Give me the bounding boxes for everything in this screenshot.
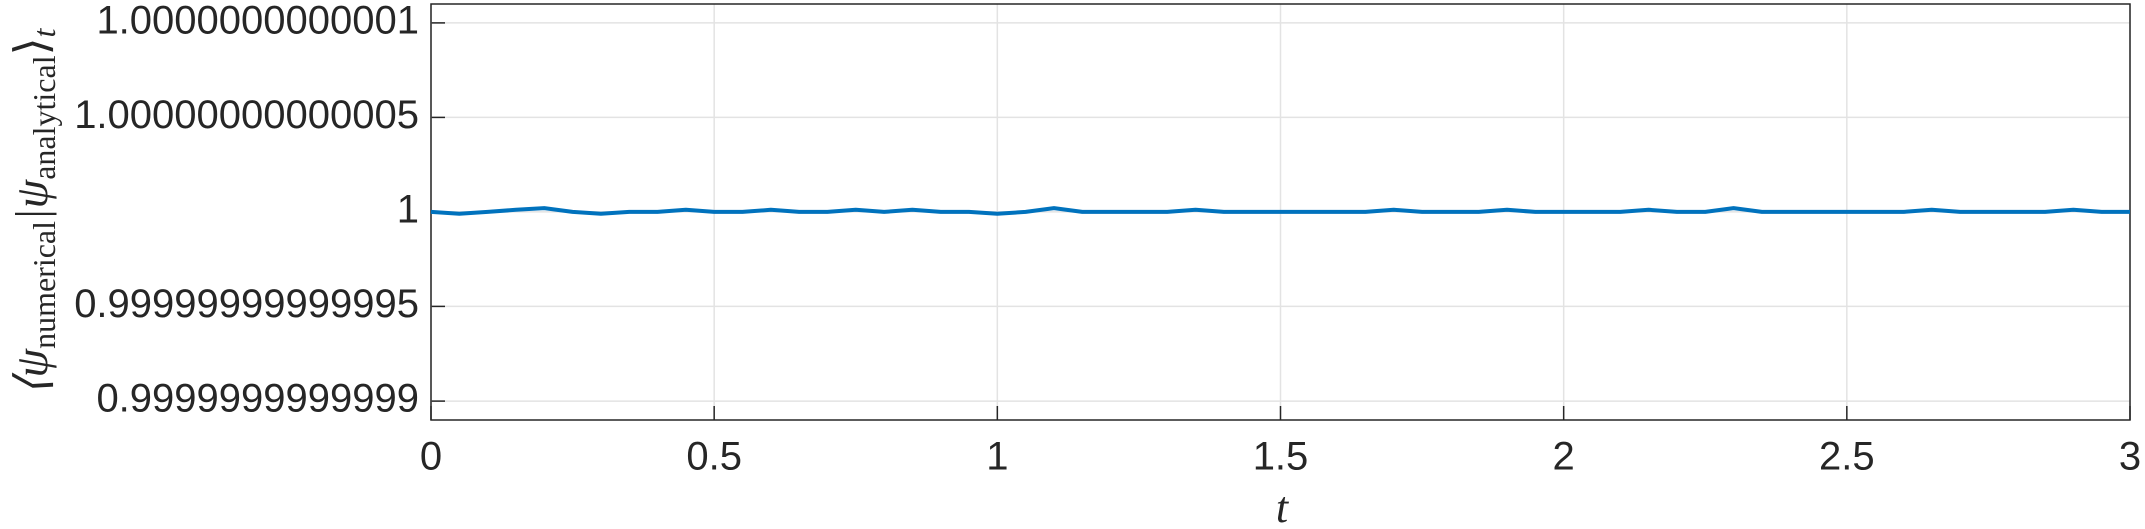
- x-tick-label: 2: [1553, 435, 1575, 479]
- x-tick-label: 1: [986, 435, 1008, 479]
- data-line: [430, 206, 2130, 216]
- y-label-part: ⟩: [6, 37, 57, 55]
- y-tick-label: 1.00000000000005: [74, 93, 419, 137]
- y-tick-label: 1: [397, 187, 419, 231]
- y-tick-label: 1.0000000000001: [96, 0, 419, 42]
- y-label-subscript: t: [26, 27, 62, 37]
- y-tick-label: 0.99999999999995: [74, 282, 419, 326]
- x-axis-label: t: [1276, 483, 1290, 529]
- x-tick-label: 0: [420, 435, 442, 479]
- y-label-subscript: numerical: [26, 221, 62, 349]
- x-tick-label: 2.5: [1819, 435, 1875, 479]
- y-label-part: |ψ: [6, 178, 57, 221]
- x-tick-label: 0.5: [686, 435, 742, 479]
- y-label-part: ⟨ψ: [6, 348, 57, 396]
- y-axis-label: ⟨ψnumerical|ψanalytical⟩t: [6, 27, 63, 395]
- y-label-subscript: analytical: [26, 55, 62, 179]
- x-tick-label: 3: [2119, 435, 2141, 479]
- x-tick-label: 1.5: [1253, 435, 1309, 479]
- y-tick-label: 0.9999999999999: [96, 377, 419, 421]
